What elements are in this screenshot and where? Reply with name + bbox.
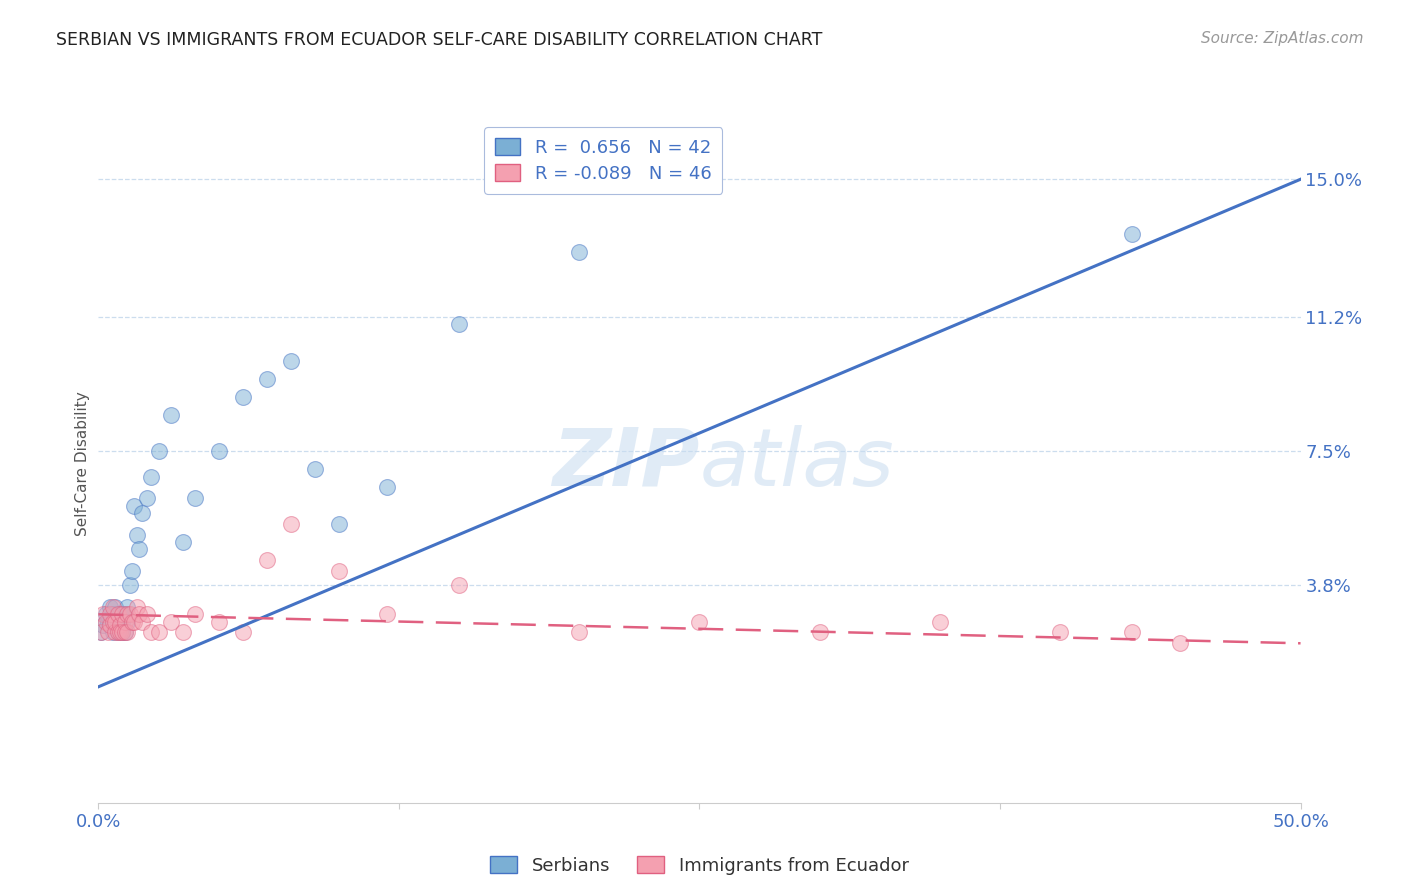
Point bbox=[97, 615, 120, 629]
Point bbox=[1121, 625, 1143, 640]
Point bbox=[172, 534, 194, 549]
Point bbox=[688, 615, 710, 629]
Point bbox=[101, 625, 124, 640]
Point bbox=[159, 615, 181, 629]
Point bbox=[101, 607, 124, 622]
Point bbox=[141, 469, 163, 483]
Point bbox=[108, 618, 131, 632]
Point bbox=[111, 607, 134, 622]
Point bbox=[104, 625, 127, 640]
Point bbox=[447, 578, 470, 592]
Point bbox=[90, 625, 112, 640]
Point bbox=[1049, 625, 1071, 640]
Point bbox=[104, 618, 127, 632]
Point bbox=[1170, 636, 1192, 650]
Point bbox=[135, 491, 157, 506]
Point bbox=[117, 607, 139, 622]
Point bbox=[280, 353, 302, 368]
Point bbox=[148, 625, 170, 640]
Point bbox=[208, 444, 231, 458]
Legend: Serbians, Immigrants from Ecuador: Serbians, Immigrants from Ecuador bbox=[482, 848, 917, 882]
Point bbox=[135, 607, 157, 622]
Point bbox=[117, 625, 139, 640]
Point bbox=[128, 607, 150, 622]
Point bbox=[107, 625, 129, 640]
Point bbox=[118, 607, 141, 622]
Point bbox=[90, 625, 112, 640]
Point bbox=[172, 625, 194, 640]
Point bbox=[125, 527, 148, 541]
Point bbox=[256, 553, 278, 567]
Point bbox=[1121, 227, 1143, 241]
Point bbox=[131, 615, 153, 629]
Point bbox=[108, 607, 131, 622]
Point bbox=[104, 615, 127, 629]
Point bbox=[117, 615, 139, 629]
Point bbox=[568, 244, 591, 259]
Point bbox=[114, 607, 136, 622]
Point bbox=[118, 578, 141, 592]
Point bbox=[568, 625, 591, 640]
Point bbox=[128, 542, 150, 557]
Point bbox=[375, 480, 398, 494]
Point bbox=[280, 516, 302, 531]
Point bbox=[121, 564, 143, 578]
Point bbox=[100, 600, 122, 615]
Point bbox=[328, 564, 350, 578]
Point bbox=[131, 506, 153, 520]
Text: ZIP: ZIP bbox=[553, 425, 699, 503]
Point bbox=[94, 607, 117, 622]
Y-axis label: Self-Care Disability: Self-Care Disability bbox=[75, 392, 90, 536]
Point bbox=[107, 607, 129, 622]
Point bbox=[107, 625, 129, 640]
Point bbox=[232, 390, 254, 404]
Point bbox=[232, 625, 254, 640]
Point bbox=[125, 600, 148, 615]
Point bbox=[100, 607, 122, 622]
Point bbox=[101, 615, 124, 629]
Point bbox=[101, 600, 124, 615]
Point bbox=[375, 607, 398, 622]
Point bbox=[447, 318, 470, 332]
Point bbox=[256, 371, 278, 385]
Point bbox=[114, 615, 136, 629]
Text: atlas: atlas bbox=[699, 425, 894, 503]
Point bbox=[928, 615, 950, 629]
Point bbox=[114, 625, 136, 640]
Point bbox=[183, 607, 205, 622]
Point bbox=[183, 491, 205, 506]
Point bbox=[124, 499, 146, 513]
Point bbox=[108, 625, 131, 640]
Point bbox=[114, 625, 136, 640]
Text: Source: ZipAtlas.com: Source: ZipAtlas.com bbox=[1201, 31, 1364, 46]
Point bbox=[97, 625, 120, 640]
Point bbox=[104, 600, 127, 615]
Point bbox=[100, 615, 122, 629]
Point bbox=[808, 625, 831, 640]
Point bbox=[111, 625, 134, 640]
Point bbox=[111, 625, 134, 640]
Point bbox=[100, 618, 122, 632]
Point bbox=[108, 618, 131, 632]
Point bbox=[124, 615, 146, 629]
Text: SERBIAN VS IMMIGRANTS FROM ECUADOR SELF-CARE DISABILITY CORRELATION CHART: SERBIAN VS IMMIGRANTS FROM ECUADOR SELF-… bbox=[56, 31, 823, 49]
Point bbox=[159, 408, 181, 422]
Point bbox=[111, 615, 134, 629]
Point bbox=[94, 615, 117, 629]
Point bbox=[304, 462, 326, 476]
Point bbox=[91, 618, 114, 632]
Point bbox=[208, 615, 231, 629]
Point bbox=[328, 516, 350, 531]
Point bbox=[148, 444, 170, 458]
Point bbox=[91, 607, 114, 622]
Point bbox=[117, 600, 139, 615]
Point bbox=[121, 615, 143, 629]
Point bbox=[107, 615, 129, 629]
Point bbox=[141, 625, 163, 640]
